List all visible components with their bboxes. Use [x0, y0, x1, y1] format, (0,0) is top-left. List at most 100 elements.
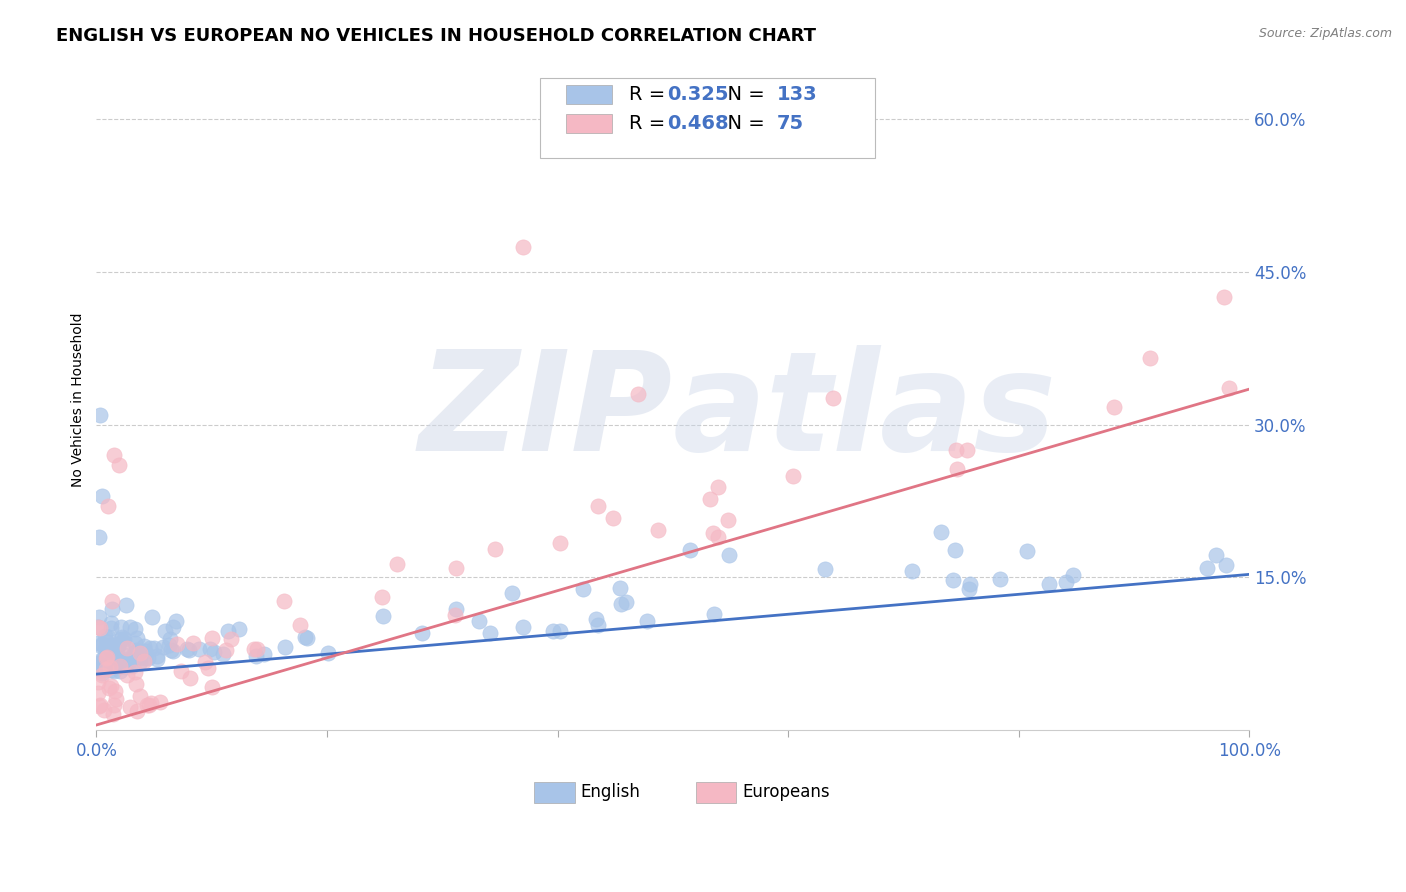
Point	[942, 574, 965, 588]
Point	[125, 631, 148, 645]
Point	[138, 651, 160, 665]
Point	[152, 640, 174, 654]
Point	[100, 621, 122, 635]
Point	[215, 643, 238, 657]
Point	[90, 653, 112, 667]
Point	[318, 646, 340, 660]
Point	[610, 597, 633, 611]
Point	[1062, 567, 1084, 582]
Point	[901, 564, 924, 578]
Point	[1195, 561, 1218, 575]
Point	[86, 636, 108, 650]
Point	[1017, 544, 1039, 558]
Point	[245, 648, 267, 663]
Point	[105, 692, 128, 706]
Point	[91, 489, 114, 503]
Point	[717, 513, 740, 527]
Point	[103, 664, 125, 678]
Point	[274, 640, 297, 655]
Text: R =: R =	[628, 85, 672, 103]
Point	[162, 644, 184, 658]
Bar	[565, 85, 612, 103]
Point	[89, 621, 111, 635]
Point	[129, 689, 152, 703]
Point	[90, 665, 112, 680]
Point	[98, 660, 121, 674]
Point	[571, 582, 593, 596]
Point	[586, 499, 609, 513]
Point	[124, 623, 146, 637]
Point	[217, 624, 239, 639]
Point	[139, 696, 162, 710]
Point	[104, 684, 127, 698]
Point	[101, 644, 124, 658]
Point	[100, 639, 122, 653]
Point	[90, 639, 112, 653]
Point	[101, 650, 124, 665]
Point	[104, 653, 127, 667]
Point	[103, 659, 125, 673]
Point	[132, 654, 155, 668]
Point	[585, 612, 607, 626]
Point	[1205, 548, 1227, 562]
Point	[170, 664, 193, 678]
Point	[1139, 351, 1161, 366]
Point	[443, 608, 465, 623]
Point	[97, 630, 120, 644]
Point	[101, 706, 124, 721]
Point	[86, 685, 108, 699]
Point	[187, 641, 209, 656]
Point	[468, 614, 491, 628]
Point	[149, 695, 172, 709]
Point	[273, 594, 295, 608]
Point	[128, 651, 150, 665]
Point	[127, 704, 149, 718]
Point	[110, 647, 132, 661]
Point	[100, 615, 122, 630]
Point	[253, 647, 276, 661]
Point	[100, 663, 122, 677]
Text: R =: R =	[628, 114, 672, 133]
Point	[988, 572, 1011, 586]
Point	[87, 699, 110, 714]
Point	[101, 641, 124, 656]
Point	[371, 591, 394, 605]
Point	[115, 655, 138, 669]
Point	[110, 659, 132, 673]
Point	[112, 632, 135, 646]
Point	[159, 632, 181, 647]
Bar	[696, 781, 737, 803]
Point	[87, 620, 110, 634]
Point	[124, 665, 146, 679]
Point	[129, 656, 152, 670]
Text: Source: ZipAtlas.com: Source: ZipAtlas.com	[1258, 27, 1392, 40]
Point	[929, 524, 952, 539]
Point	[679, 542, 702, 557]
Point	[512, 239, 534, 253]
Point	[93, 642, 115, 657]
Point	[134, 644, 156, 658]
Point	[1104, 400, 1126, 414]
Point	[602, 511, 624, 525]
Point	[627, 387, 650, 401]
Point	[541, 624, 564, 639]
Point	[125, 648, 148, 663]
Point	[117, 656, 139, 670]
Point	[288, 618, 311, 632]
Bar	[565, 114, 612, 133]
Point	[125, 650, 148, 665]
Point	[703, 607, 725, 621]
Point	[444, 602, 467, 616]
Point	[814, 562, 837, 576]
Point	[636, 614, 658, 628]
Text: 133: 133	[776, 85, 817, 103]
Point	[115, 640, 138, 655]
Point	[706, 530, 728, 544]
Point	[197, 661, 219, 675]
Point	[89, 657, 111, 671]
Point	[125, 645, 148, 659]
Point	[1038, 577, 1060, 591]
Point	[946, 462, 969, 476]
Point	[548, 624, 571, 639]
Point	[411, 626, 433, 640]
